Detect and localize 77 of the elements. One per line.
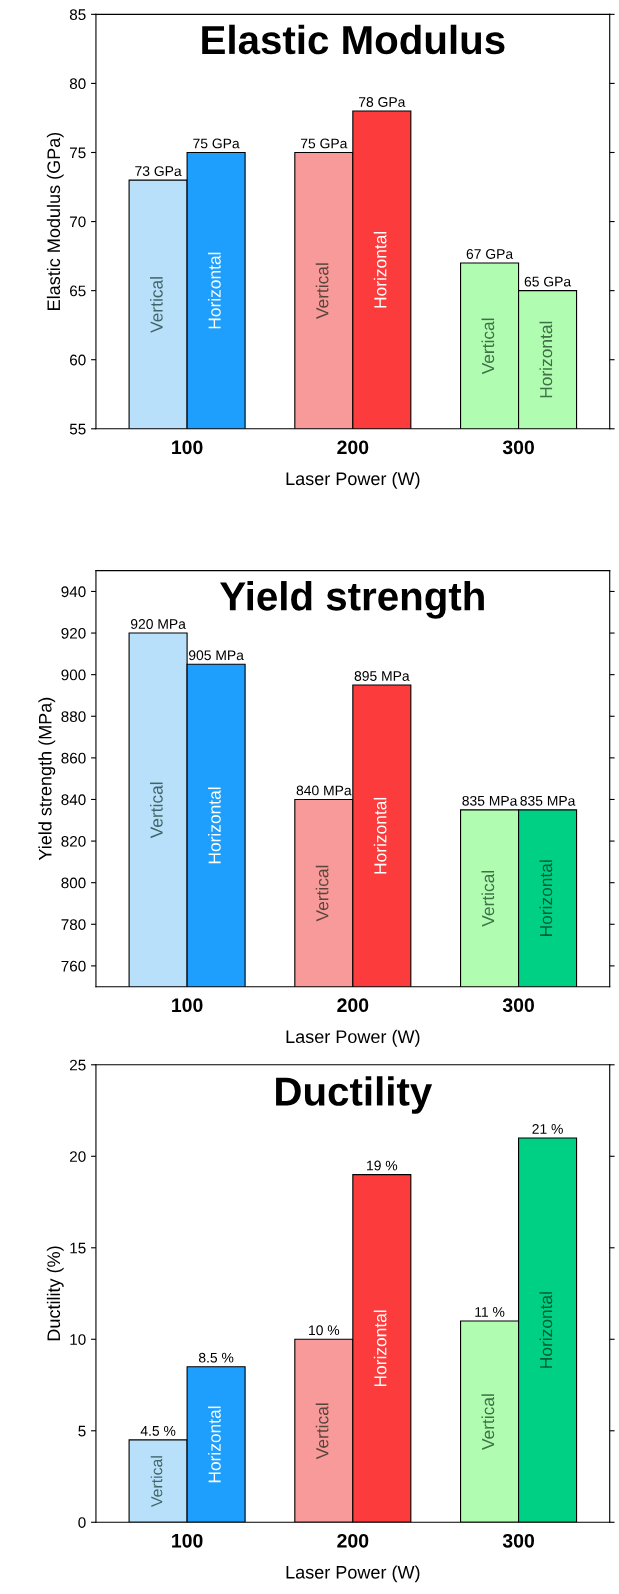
series-label: Vertical bbox=[150, 1456, 163, 1507]
chart-title: Elastic Modulus bbox=[202, 24, 505, 55]
data-label: 19 % bbox=[367, 1160, 398, 1171]
y-tick-label: 25 bbox=[70, 1059, 86, 1071]
text: Horizontal bbox=[539, 321, 553, 398]
y-tick-label: 820 bbox=[61, 835, 86, 847]
y-tick-label: 15 bbox=[70, 1242, 86, 1254]
y-tick-label: 780 bbox=[61, 919, 86, 930]
y-tick-label: 10 bbox=[70, 1334, 86, 1345]
y-tick-label: 860 bbox=[61, 752, 86, 764]
y-tick-label: 65 bbox=[70, 285, 86, 297]
text: Vertical bbox=[315, 263, 329, 320]
y-tick-label: 70 bbox=[70, 216, 86, 228]
x-tick-label: 300 bbox=[502, 1533, 534, 1548]
data-label: 8.5 % bbox=[198, 1352, 234, 1363]
y-axis-title: Ductility (%) bbox=[46, 1246, 64, 1341]
y-tick-label: 0 bbox=[78, 1517, 86, 1528]
data-label: 10 % bbox=[309, 1325, 340, 1336]
text: Vertical bbox=[315, 1403, 329, 1460]
series-label: Horizontal bbox=[208, 787, 221, 864]
y-tick-label: 5 bbox=[78, 1425, 86, 1437]
x-tick-label: 200 bbox=[337, 440, 369, 455]
text: Vertical bbox=[481, 318, 495, 375]
text: Vertical bbox=[481, 870, 495, 927]
series-label: Horizontal bbox=[208, 1406, 221, 1483]
text: Vertical bbox=[481, 1394, 495, 1451]
y-tick-label: 75 bbox=[70, 147, 86, 159]
x-tick-label: 300 bbox=[502, 998, 534, 1013]
data-label: 67 GPa bbox=[466, 249, 514, 259]
y-tick-label: 880 bbox=[61, 711, 86, 722]
y-tick-label: 60 bbox=[70, 354, 86, 366]
text: Horizontal bbox=[373, 1310, 387, 1387]
text: Horizontal bbox=[373, 797, 387, 874]
x-tick-label: 200 bbox=[337, 1533, 369, 1548]
text: Horizontal bbox=[539, 1292, 553, 1368]
data-label: 4.5 % bbox=[140, 1426, 176, 1436]
y-tick-label: 900 bbox=[61, 669, 86, 681]
data-label: 895 MPa bbox=[354, 671, 410, 681]
chart-title: Ductility bbox=[276, 1076, 433, 1114]
x-tick-label: 100 bbox=[172, 998, 203, 1013]
data-label: 835 MPa bbox=[520, 795, 576, 806]
x-axis-title: Laser Power (W) bbox=[286, 1029, 420, 1047]
y-tick-label: 55 bbox=[69, 423, 86, 435]
y-tick-label: 760 bbox=[61, 960, 86, 972]
chart-title: Yield strength bbox=[220, 581, 484, 619]
y-tick-label: 840 bbox=[61, 794, 86, 806]
x-tick-label: 100 bbox=[172, 440, 203, 455]
text: Horizontal bbox=[373, 232, 387, 308]
y-tick-label: 920 bbox=[61, 627, 86, 639]
y-tick-label: 80 bbox=[69, 78, 86, 90]
y-tick-label: 85 bbox=[69, 9, 86, 21]
y-tick-label: 20 bbox=[70, 1151, 86, 1162]
text: Horizontal bbox=[539, 860, 553, 936]
data-label: 78 GPa bbox=[359, 97, 406, 107]
data-label: 75 GPa bbox=[193, 138, 240, 149]
y-tick-label: 800 bbox=[61, 877, 86, 889]
data-label: 905 MPa bbox=[188, 650, 244, 661]
text: Vertical bbox=[315, 865, 329, 922]
data-label: 920 MPa bbox=[130, 619, 186, 629]
x-axis-title: Laser Power (W) bbox=[286, 1565, 420, 1583]
data-label: 21 % bbox=[532, 1124, 563, 1134]
y-tick-label: 940 bbox=[61, 586, 86, 598]
series-label: Horizontal bbox=[208, 252, 221, 329]
data-label: 73 GPa bbox=[135, 166, 182, 176]
data-label: 65 GPa bbox=[524, 276, 572, 287]
series-label: Vertical bbox=[150, 782, 163, 839]
data-label: 11 % bbox=[475, 1307, 505, 1317]
data-label: 840 MPa bbox=[296, 785, 352, 796]
y-axis-title: Elastic Modulus (GPa) bbox=[46, 132, 64, 310]
y-axis-title: Yield strength (MPa) bbox=[38, 697, 56, 861]
data-label: 75 GPa bbox=[300, 138, 348, 149]
x-tick-label: 200 bbox=[337, 998, 369, 1013]
x-tick-label: 100 bbox=[172, 1533, 203, 1548]
series-label: Vertical bbox=[150, 277, 163, 333]
x-tick-label: 300 bbox=[502, 440, 534, 455]
x-axis-title: Laser Power (W) bbox=[286, 471, 420, 489]
data-label: 835 MPa bbox=[462, 795, 518, 806]
